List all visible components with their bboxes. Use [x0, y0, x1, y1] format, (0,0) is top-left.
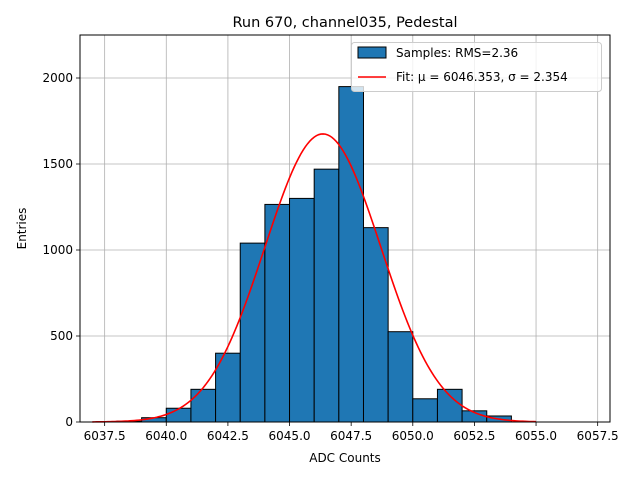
- histogram-bar: [387, 331, 414, 423]
- x-axis-ticks: 6037.5 6040.0 6042.5 6045.0 6047.5 6050.0 6052…: [84, 422, 619, 443]
- histogram-bar: [412, 398, 438, 423]
- histogram-bar: [338, 86, 364, 423]
- fit-curve-group: [92, 133, 537, 423]
- y-axis-label: Entries: [15, 208, 29, 250]
- x-tick-label: 6057.5: [577, 429, 619, 443]
- y-tick-label: 2000: [42, 71, 73, 85]
- histogram-bar: [239, 242, 266, 423]
- histogram-bar: [362, 227, 389, 423]
- histogram-bar: [436, 388, 463, 423]
- x-tick-label: 6045.0: [269, 429, 311, 443]
- x-tick-label: 6042.5: [207, 429, 249, 443]
- x-tick-label: 6047.5: [330, 429, 372, 443]
- y-tick-label: 0: [65, 415, 73, 429]
- histogram-bar: [190, 388, 217, 423]
- chart-title: Run 670, channel035, Pedestal: [232, 15, 457, 31]
- histogram-bar: [313, 168, 340, 423]
- legend-frame: [351, 42, 602, 92]
- y-tick-label: 1000: [42, 243, 73, 257]
- histogram-bar: [165, 407, 192, 423]
- y-tick-label: 1500: [42, 157, 73, 171]
- histogram-bar: [289, 197, 315, 423]
- y-axis-ticks: 0 500 1000 1500 2000: [42, 71, 80, 429]
- legend-histogram-swatch: [357, 46, 387, 59]
- x-tick-label: 6052.5: [453, 429, 495, 443]
- x-tick-label: 6050.0: [392, 429, 434, 443]
- x-tick-label: 6040.0: [145, 429, 187, 443]
- plot-frame: [79, 34, 611, 423]
- fit-curve: [92, 133, 537, 423]
- legend-histogram-label: Samples: RMS=2.36: [396, 46, 518, 60]
- histogram-bar: [264, 203, 291, 423]
- x-tick-label: 6037.5: [84, 429, 126, 443]
- legend: Samples: RMS=2.36 Fit: μ = 6046.353, σ =…: [351, 42, 602, 92]
- x-axis-label: ADC Counts: [309, 451, 381, 465]
- y-tick-label: 500: [50, 329, 73, 343]
- legend-fit-label: Fit: μ = 6046.353, σ = 2.354: [396, 70, 568, 84]
- x-tick-label: 6055.0: [515, 429, 557, 443]
